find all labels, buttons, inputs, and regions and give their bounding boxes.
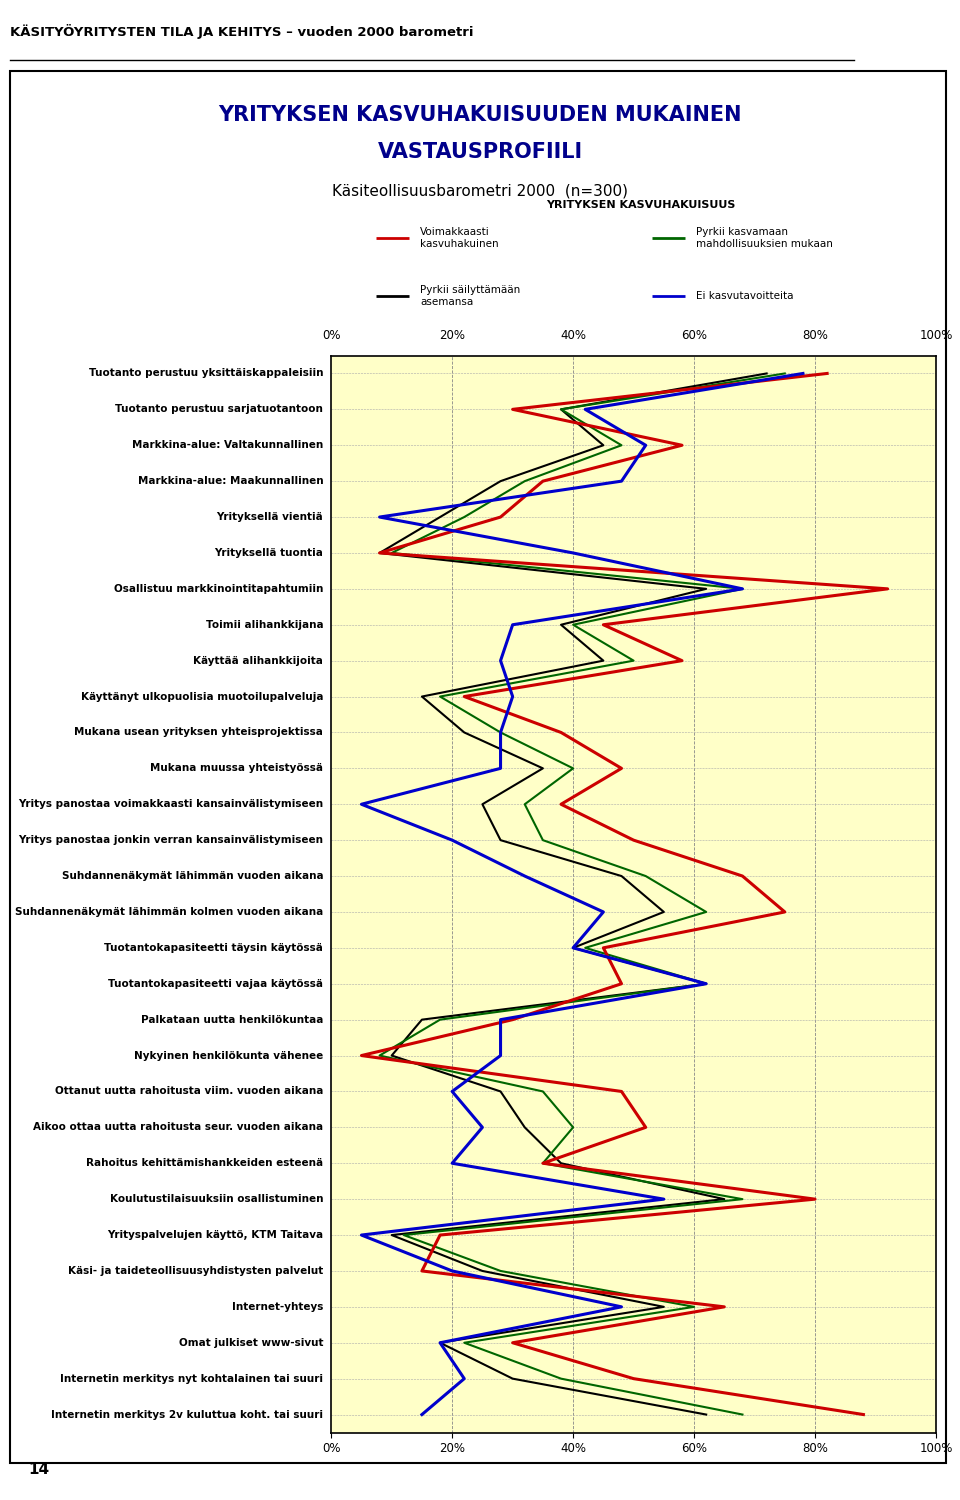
Text: Ottanut uutta rahoitusta viim. vuoden aikana: Ottanut uutta rahoitusta viim. vuoden ai… [55,1086,324,1096]
Text: VASTAUSPROFIILI: VASTAUSPROFIILI [377,142,583,162]
Text: Käsiteollisuusbarometri 2000  (n=300): Käsiteollisuusbarometri 2000 (n=300) [332,183,628,198]
Text: YRITYKSEN KASVUHAKUISUUS: YRITYKSEN KASVUHAKUISUUS [546,201,735,210]
Text: Suhdannenäkymät lähimmän kolmen vuoden aikana: Suhdannenäkymät lähimmän kolmen vuoden a… [15,908,324,916]
Text: Toimii alihankkijana: Toimii alihankkijana [205,620,324,630]
Text: 100%: 100% [920,328,952,342]
Text: Käyttänyt ulkopuolisia muotoilupalveluja: Käyttänyt ulkopuolisia muotoilupalveluja [81,692,324,702]
Text: Suhdannenäkymät lähimmän vuoden aikana: Suhdannenäkymät lähimmän vuoden aikana [61,871,324,880]
Text: Yrityksellä vientiä: Yrityksellä vientiä [217,512,324,522]
Text: Yrityspalvelujen käyttö, KTM Taitava: Yrityspalvelujen käyttö, KTM Taitava [108,1230,324,1240]
Text: Omat julkiset www-sivut: Omat julkiset www-sivut [179,1338,324,1347]
Text: Markkina-alue: Maakunnallinen: Markkina-alue: Maakunnallinen [137,476,324,486]
Text: Pyrkii kasvamaan
mahdollisuuksien mukaan: Pyrkii kasvamaan mahdollisuuksien mukaan [696,228,833,249]
Text: Aikoo ottaa uutta rahoitusta seur. vuoden aikana: Aikoo ottaa uutta rahoitusta seur. vuode… [33,1122,324,1132]
Text: Yritys panostaa voimakkaasti kansainvälistymiseen: Yritys panostaa voimakkaasti kansainväli… [18,800,324,810]
Text: Tuotanto perustuu yksittäiskappaleisiin: Tuotanto perustuu yksittäiskappaleisiin [88,369,324,378]
Text: Tuotantokapasiteetti vajaa käytössä: Tuotantokapasiteetti vajaa käytössä [108,980,324,988]
Text: 80%: 80% [803,328,828,342]
Text: Markkina-alue: Valtakunnallinen: Markkina-alue: Valtakunnallinen [132,441,324,450]
Text: Pyrkii säilyttämään
asemansa: Pyrkii säilyttämään asemansa [420,285,520,308]
Text: Mukana muussa yhteistyössä: Mukana muussa yhteistyössä [150,764,324,774]
Text: 0%: 0% [322,328,341,342]
Text: Koulutustilaisuuksiin osallistuminen: Koulutustilaisuuksiin osallistuminen [109,1194,324,1204]
Text: Mukana usean yrityksen yhteisprojektissa: Mukana usean yrityksen yhteisprojektissa [74,728,324,738]
Text: Käsi- ja taideteollisuusyhdistysten palvelut: Käsi- ja taideteollisuusyhdistysten palv… [68,1266,324,1276]
Text: Osallistuu markkinointitapahtumiin: Osallistuu markkinointitapahtumiin [114,584,324,594]
Text: Voimakkaasti
kasvuhakuinen: Voimakkaasti kasvuhakuinen [420,228,498,249]
Text: Internet-yhteys: Internet-yhteys [232,1302,324,1312]
Text: Tuotanto perustuu sarjatuotantoon: Tuotanto perustuu sarjatuotantoon [115,405,324,414]
FancyBboxPatch shape [348,190,933,334]
Text: 14: 14 [29,1462,50,1478]
Text: 40%: 40% [560,328,587,342]
Text: 60%: 60% [681,328,708,342]
Text: Rahoitus kehittämishankkeiden esteenä: Rahoitus kehittämishankkeiden esteenä [86,1158,324,1168]
Text: YRITYKSEN KASVUHAKUISUUDEN MUKAINEN: YRITYKSEN KASVUHAKUISUUDEN MUKAINEN [218,105,742,125]
Text: Yrityksellä tuontia: Yrityksellä tuontia [214,548,324,558]
Text: Palkataan uutta henkilökuntaa: Palkataan uutta henkilökuntaa [141,1014,324,1025]
Text: Nykyinen henkilökunta vähenee: Nykyinen henkilökunta vähenee [134,1050,324,1060]
Text: Ei kasvutavoitteita: Ei kasvutavoitteita [696,291,794,302]
Text: Yritys panostaa jonkin verran kansainvälistymiseen: Yritys panostaa jonkin verran kansainväl… [18,836,324,844]
Text: Tuotantokapasiteetti täysin käytössä: Tuotantokapasiteetti täysin käytössä [105,944,324,952]
Text: Käyttää alihankkijoita: Käyttää alihankkijoita [193,656,324,666]
Text: Internetin merkitys 2v kuluttua koht. tai suuri: Internetin merkitys 2v kuluttua koht. ta… [51,1410,324,1419]
Text: 20%: 20% [439,328,466,342]
Text: KÄSITYÖYRITYSTEN TILA JA KEHITYS – vuoden 2000 barometri: KÄSITYÖYRITYSTEN TILA JA KEHITYS – vuode… [10,24,473,39]
Text: Internetin merkitys nyt kohtalainen tai suuri: Internetin merkitys nyt kohtalainen tai … [60,1374,324,1383]
